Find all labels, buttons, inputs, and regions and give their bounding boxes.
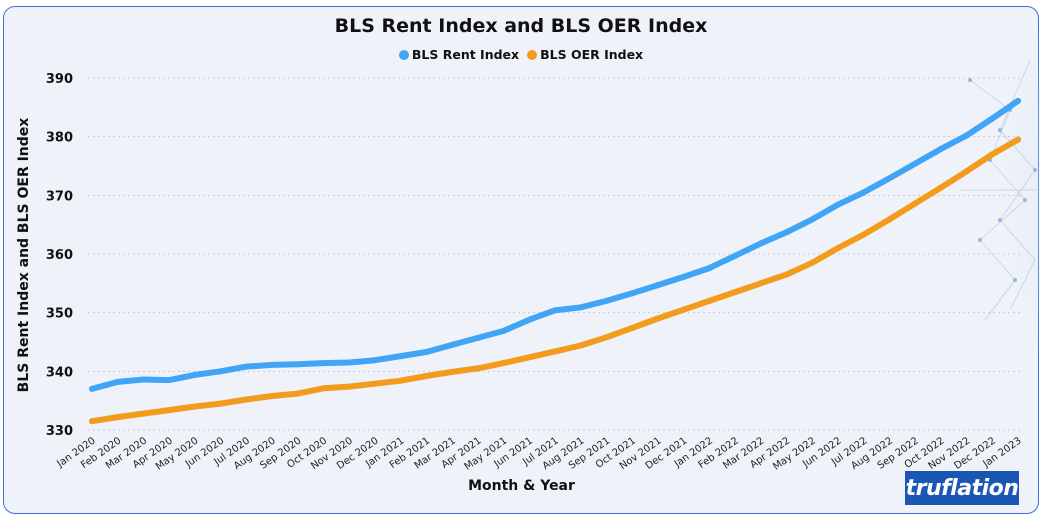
data-point-oer-5 [217, 400, 224, 407]
data-point-rent-9 [320, 360, 327, 367]
data-point-rent-12 [397, 353, 404, 360]
data-point-oer-26 [757, 280, 764, 287]
y-tick-label-330: 330 [46, 424, 73, 439]
data-point-rent-22 [654, 282, 661, 289]
y-axis-title: BLS Rent Index and BLS OER Index [16, 117, 32, 393]
data-point-oer-6 [243, 396, 250, 403]
data-point-rent-30 [860, 189, 867, 196]
data-point-oer-36 [1015, 136, 1021, 143]
data-point-rent-31 [886, 175, 893, 182]
data-point-rent-5 [217, 368, 224, 375]
data-point-oer-35 [989, 151, 996, 158]
legend-item-oer[interactable]: BLS OER Index [527, 47, 643, 62]
y-tick-label-350: 350 [46, 307, 73, 322]
data-point-oer-21 [629, 324, 636, 331]
data-point-rent-25 [732, 252, 739, 259]
data-point-oer-0 [89, 418, 95, 425]
legend-marker-oer [527, 49, 538, 60]
data-point-rent-27 [783, 229, 790, 236]
legend-item-rent[interactable]: BLS Rent Index [398, 47, 520, 62]
data-point-rent-29 [834, 201, 841, 208]
data-point-oer-4 [191, 403, 198, 410]
data-point-oer-10 [346, 383, 353, 390]
data-point-rent-24 [706, 265, 713, 272]
data-point-rent-6 [243, 363, 250, 370]
y-tick-label-340: 340 [46, 365, 73, 380]
data-point-rent-15 [474, 334, 481, 341]
data-point-rent-21 [629, 290, 636, 297]
data-point-rent-20 [603, 297, 610, 304]
y-tick-label-380: 380 [46, 131, 73, 146]
data-point-oer-12 [397, 377, 404, 384]
data-point-oer-16 [500, 360, 507, 367]
chart-card: BLS Rent Index and BLS OER Index BLS Ren… [3, 6, 1039, 514]
y-tick-label-390: 390 [46, 72, 73, 87]
data-point-oer-20 [603, 334, 610, 341]
data-point-oer-14 [449, 368, 456, 375]
data-point-rent-2 [140, 376, 147, 383]
data-point-rent-26 [757, 240, 764, 247]
data-point-oer-25 [732, 289, 739, 296]
globe-decoration [955, 25, 1040, 355]
data-point-rent-32 [912, 160, 919, 167]
data-point-oer-3 [166, 407, 173, 414]
data-point-oer-30 [860, 231, 867, 238]
data-point-rent-28 [809, 216, 816, 223]
data-point-rent-7 [269, 361, 276, 368]
data-point-rent-33 [937, 146, 944, 152]
data-point-oer-17 [526, 354, 533, 361]
legend: BLS Rent Index BLS OER Index [4, 47, 1038, 62]
legend-marker-rent [398, 49, 409, 60]
data-point-oer-8 [294, 390, 301, 397]
data-point-oer-22 [654, 315, 661, 322]
data-point-rent-18 [552, 307, 558, 314]
y-tick-label-360: 360 [46, 248, 73, 263]
truflation-logo: truflation [905, 471, 1019, 505]
data-point-oer-28 [809, 259, 816, 266]
data-point-oer-1 [114, 414, 121, 421]
data-point-oer-11 [371, 380, 378, 387]
data-point-rent-23 [680, 273, 687, 280]
chart-title: BLS Rent Index and BLS OER Index [334, 15, 708, 37]
data-point-rent-34 [963, 132, 970, 139]
data-point-oer-33 [937, 184, 944, 191]
data-point-oer-15 [474, 365, 481, 372]
data-point-oer-2 [140, 410, 147, 417]
data-point-rent-0 [89, 385, 95, 392]
data-point-rent-3 [166, 377, 173, 384]
data-point-oer-29 [834, 245, 841, 252]
data-point-oer-23 [680, 306, 687, 313]
data-point-rent-19 [577, 304, 584, 311]
data-point-oer-34 [963, 168, 970, 175]
data-point-rent-35 [989, 115, 996, 122]
data-point-oer-18 [552, 348, 558, 355]
data-point-rent-8 [294, 361, 301, 368]
data-point-rent-10 [346, 359, 353, 366]
data-point-rent-14 [449, 341, 456, 348]
data-point-oer-13 [423, 373, 430, 379]
data-point-rent-4 [191, 371, 198, 378]
legend-label-rent: BLS Rent Index [411, 47, 520, 62]
data-point-oer-31 [886, 216, 893, 223]
data-point-rent-36 [1015, 97, 1021, 104]
data-point-oer-9 [320, 385, 327, 392]
data-point-oer-32 [912, 200, 919, 207]
data-point-rent-11 [371, 357, 378, 364]
legend-label-oer: BLS OER Index [540, 47, 644, 62]
series-line-rent [89, 97, 1021, 392]
data-point-oer-7 [269, 393, 276, 399]
data-point-rent-16 [500, 327, 507, 334]
data-point-oer-19 [577, 342, 584, 349]
y-tick-label-370: 370 [46, 189, 73, 204]
data-point-oer-27 [783, 271, 790, 278]
x-axis-title: Month & Year [468, 478, 575, 494]
data-point-rent-1 [114, 378, 121, 385]
data-point-oer-24 [706, 297, 713, 304]
data-point-rent-13 [423, 349, 430, 355]
data-point-rent-17 [526, 316, 533, 323]
